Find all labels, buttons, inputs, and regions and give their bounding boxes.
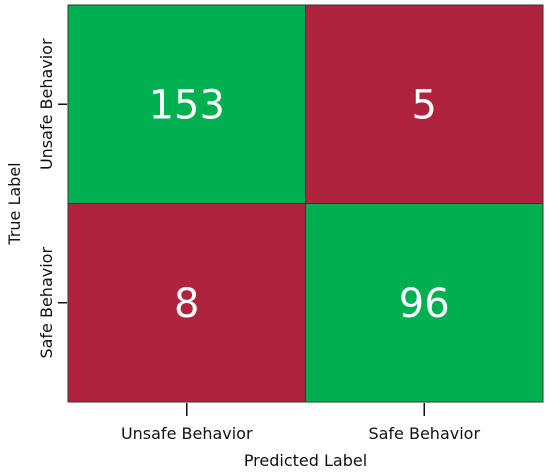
cell-value-label-r1-c1: 96 (399, 281, 450, 327)
matrix-cells (67, 4, 544, 403)
y-axis-title: True Label (5, 162, 24, 245)
x-tick-label-0: Unsafe Behavior (121, 424, 253, 443)
cell-value-label-r1-c0: 8 (174, 281, 199, 327)
cell-value-label-r0-c0: 153 (149, 82, 225, 128)
y-tick-label-0: Unsafe Behavior (37, 38, 56, 170)
matrix-cell-r0-c0 (67, 4, 306, 204)
x-axis-ticks: Unsafe Behavior Safe Behavior (121, 403, 480, 443)
matrix-cell-r1-c0 (67, 203, 306, 403)
cell-value-labels: 153 5 8 96 (149, 82, 450, 327)
matrix-cell-r1-c1 (305, 203, 544, 403)
plot-frame (67, 4, 544, 403)
y-axis-ticks: Unsafe Behavior Safe Behavior (37, 38, 67, 359)
x-axis-title: Predicted Label (244, 451, 367, 470)
cell-value-label-r0-c1: 5 (412, 82, 437, 128)
y-tick-label-1: Safe Behavior (37, 247, 56, 359)
matrix-cell-r0-c1 (305, 4, 544, 204)
x-tick-label-1: Safe Behavior (368, 424, 480, 443)
